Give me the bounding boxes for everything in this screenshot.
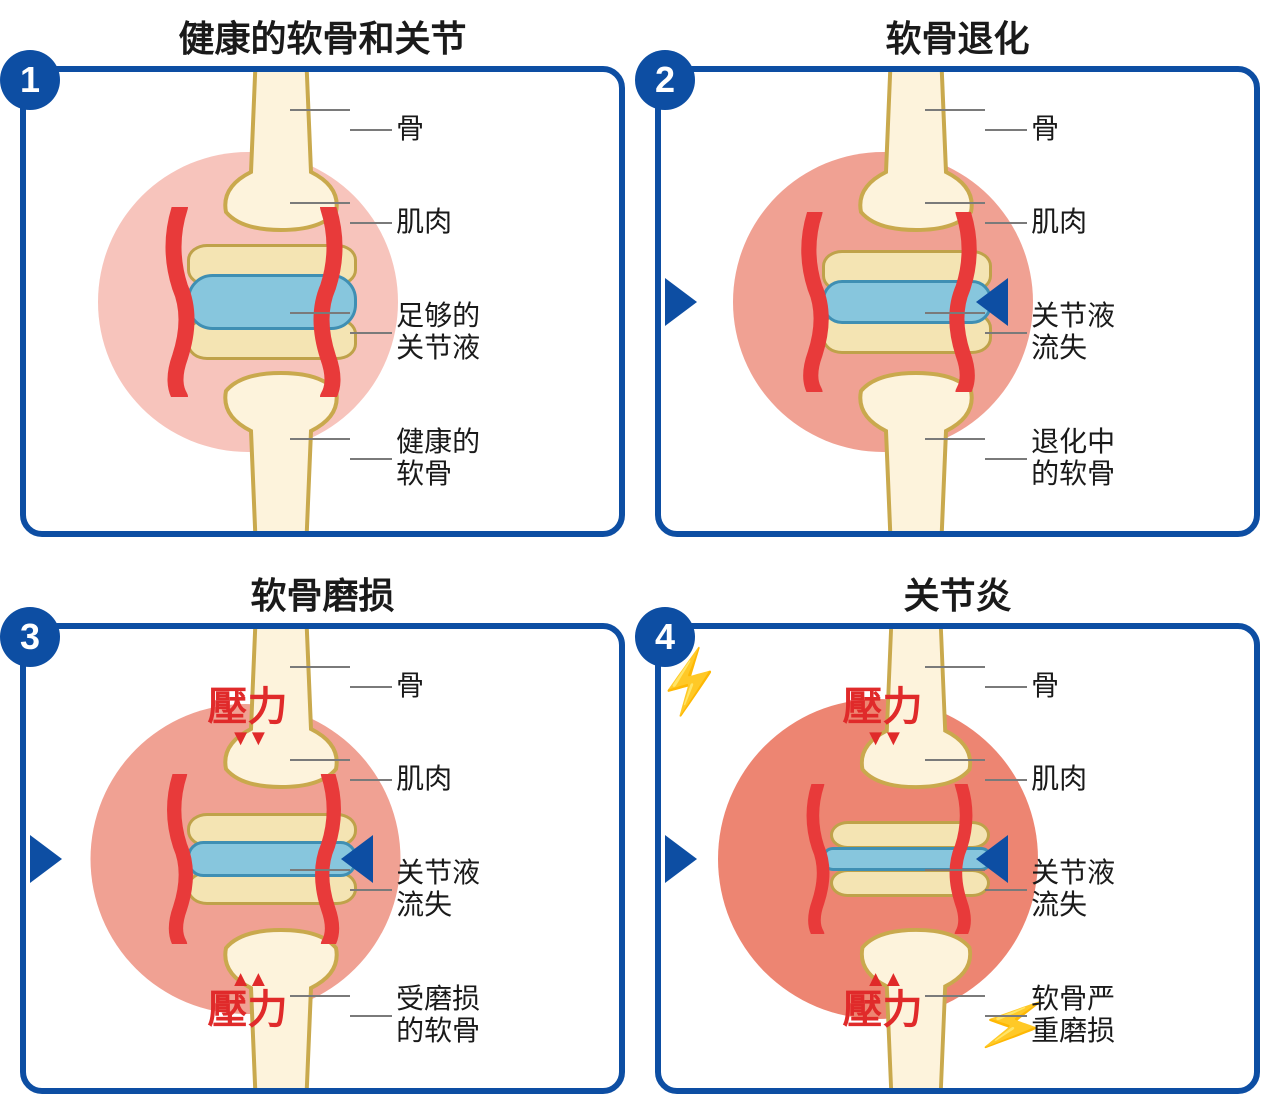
label-cartilage: 受磨损 的软骨 — [350, 983, 611, 1047]
panel-2-title: 软骨退化 — [655, 10, 1260, 58]
leader-line-icon — [350, 1015, 392, 1017]
pressure-text: 壓力 — [208, 685, 288, 729]
leader-line-icon — [350, 222, 392, 224]
muscle-left — [800, 212, 830, 392]
label-text: 关节液 流失 — [1031, 857, 1115, 920]
badge-number: 4 — [655, 616, 675, 658]
panel-3-labels: 骨 肌肉 关节液 流失 受磨损 的软骨 — [350, 639, 611, 1078]
label-cartilage: 退化中 的软骨 — [985, 426, 1246, 490]
pressure-upper: 壓力▼▼ — [843, 687, 923, 749]
triangle-left-icon — [30, 835, 62, 883]
label-text: 肌肉 — [396, 206, 452, 237]
pressure-lower: ▲▲壓力 — [208, 968, 288, 1030]
label-text: 关节液 流失 — [396, 857, 480, 920]
leader-line-icon — [985, 129, 1027, 131]
arrow-down-icon: ▼▼ — [208, 727, 288, 749]
muscle-left — [803, 784, 833, 934]
leader-line-icon — [350, 458, 392, 460]
label-bone: 骨 — [985, 670, 1246, 702]
panel-3: 软骨磨损 3 壓力▼▼ ▲▲壓力 骨 肌肉 关节液 流失 受 — [20, 567, 625, 1094]
pressure-text: 壓力 — [843, 685, 923, 729]
label-text: 健康的 软骨 — [396, 426, 480, 489]
triangle-left-icon — [665, 278, 697, 326]
label-text: 肌肉 — [396, 763, 452, 794]
infographic-grid: 健康的软骨和关节 1 — [0, 0, 1280, 1114]
leader-line-icon — [985, 686, 1027, 688]
label-bone: 骨 — [350, 670, 611, 702]
label-text: 足够的 关节液 — [396, 300, 480, 363]
panel-1-title: 健康的软骨和关节 — [20, 10, 625, 58]
pressure-lower: ▲▲壓力 — [843, 968, 923, 1030]
panel-4-badge: 4 — [635, 607, 695, 667]
panel-3-title: 软骨磨损 — [20, 567, 625, 615]
panel-1-badge: 1 — [0, 50, 60, 110]
panel-4-box: 4 ⚡ ⚡ 壓力▼▼ ▲▲壓力 骨 肌肉 关节液 流失 — [655, 623, 1260, 1094]
label-muscle: 肌肉 — [350, 763, 611, 795]
leader-line-icon — [350, 779, 392, 781]
label-text: 骨 — [1031, 113, 1059, 144]
panel-4: 关节炎 4 ⚡ ⚡ 壓力▼▼ ▲▲壓力 骨 肌肉 — [655, 567, 1260, 1094]
label-fluid: 关节液 流失 — [985, 300, 1246, 364]
arrow-up-icon: ▲▲ — [843, 968, 923, 990]
panel-3-badge: 3 — [0, 607, 60, 667]
label-cartilage: 软骨严 重磨损 — [985, 983, 1246, 1047]
panel-1-box: 1 骨 肌肉 — [20, 66, 625, 537]
leader-line-icon — [985, 222, 1027, 224]
label-fluid: 关节液 流失 — [350, 857, 611, 921]
panel-3-box: 3 壓力▼▼ ▲▲壓力 骨 肌肉 关节液 流失 受磨损 的软骨 — [20, 623, 625, 1094]
leader-line-icon — [350, 686, 392, 688]
muscle-left — [165, 207, 195, 397]
leader-line-icon — [350, 889, 392, 891]
label-muscle: 肌肉 — [350, 206, 611, 238]
label-bone: 骨 — [985, 113, 1246, 145]
badge-number: 2 — [655, 59, 675, 101]
leader-line-icon — [985, 1015, 1027, 1017]
panel-4-labels: 骨 肌肉 关节液 流失 软骨严 重磨损 — [985, 639, 1246, 1078]
label-muscle: 肌肉 — [985, 206, 1246, 238]
muscle-right — [313, 774, 343, 944]
panel-1-labels: 骨 肌肉 足够的 关节液 健康的 软骨 — [350, 82, 611, 521]
panel-4-title: 关节炎 — [655, 567, 1260, 615]
label-text: 受磨损 的软骨 — [396, 983, 480, 1046]
leader-line-icon — [985, 779, 1027, 781]
label-text: 骨 — [396, 670, 424, 701]
leader-line-icon — [985, 889, 1027, 891]
label-text: 肌肉 — [1031, 763, 1087, 794]
label-cartilage: 健康的 软骨 — [350, 426, 611, 490]
arrow-up-icon: ▲▲ — [208, 968, 288, 990]
muscle-left — [165, 774, 195, 944]
leader-line-icon — [985, 332, 1027, 334]
leader-line-icon — [350, 129, 392, 131]
bone-upper — [846, 72, 986, 232]
panel-2-box: 2 骨 肌肉 关节液 流失 退化中 的软骨 — [655, 66, 1260, 537]
label-text: 骨 — [396, 113, 424, 144]
panel-2: 软骨退化 2 骨 肌肉 关节液 流失 退化中 的软骨 — [655, 10, 1260, 537]
badge-number: 1 — [20, 59, 40, 101]
label-text: 骨 — [1031, 670, 1059, 701]
pressure-text: 壓力 — [208, 988, 288, 1032]
label-muscle: 肌肉 — [985, 763, 1246, 795]
label-text: 关节液 流失 — [1031, 300, 1115, 363]
label-fluid: 关节液 流失 — [985, 857, 1246, 921]
label-fluid: 足够的 关节液 — [350, 300, 611, 364]
panel-2-badge: 2 — [635, 50, 695, 110]
panel-1: 健康的软骨和关节 1 — [20, 10, 625, 537]
triangle-left-icon — [665, 835, 697, 883]
bone-lower — [846, 371, 986, 531]
muscle-right — [946, 784, 976, 934]
pressure-upper: 壓力▼▼ — [208, 687, 288, 749]
muscle-right — [313, 207, 343, 397]
muscle-right — [948, 212, 978, 392]
panel-2-labels: 骨 肌肉 关节液 流失 退化中 的软骨 — [985, 82, 1246, 521]
label-text: 退化中 的软骨 — [1031, 426, 1115, 489]
pressure-text: 壓力 — [843, 988, 923, 1032]
leader-line-icon — [350, 332, 392, 334]
badge-number: 3 — [20, 616, 40, 658]
leader-line-icon — [985, 458, 1027, 460]
label-bone: 骨 — [350, 113, 611, 145]
label-text: 软骨严 重磨损 — [1031, 983, 1115, 1046]
arrow-down-icon: ▼▼ — [843, 727, 923, 749]
label-text: 肌肉 — [1031, 206, 1087, 237]
